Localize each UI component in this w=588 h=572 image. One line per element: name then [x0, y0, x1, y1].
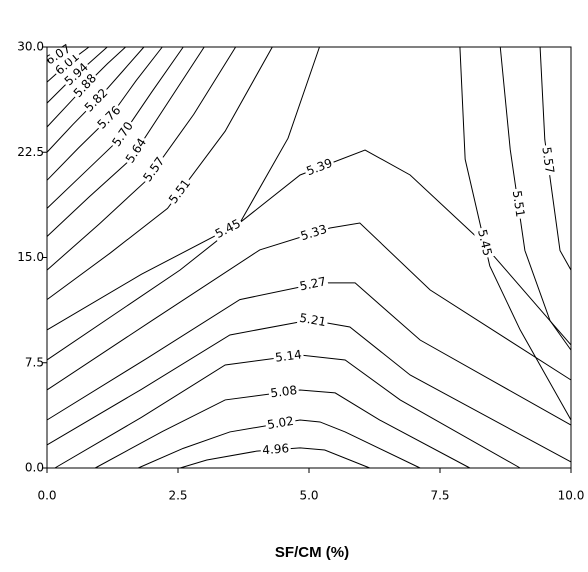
- contour-label-group: 4.96: [260, 440, 292, 459]
- contour-label-bg: [138, 152, 170, 187]
- x-tick-label: 5.0: [299, 489, 318, 503]
- contour-label: 5.02: [266, 414, 295, 432]
- contour-label-bg: [296, 309, 329, 331]
- x-axis-label: SF/CM (%): [275, 544, 349, 561]
- x-tick-label: 7.5: [430, 489, 449, 503]
- contour-label: 5.45: [475, 228, 495, 257]
- contour-label-group: 5.51: [508, 187, 529, 220]
- plot-frame: [46, 46, 572, 469]
- contour-line: [46, 222, 572, 391]
- contour-label-bg: [264, 412, 297, 434]
- contour-label-bg: [473, 226, 496, 260]
- contour-label-group: 5.33: [297, 220, 331, 246]
- contour-label-group: 5.21: [296, 309, 329, 331]
- contour-label-group: 5.57: [138, 152, 170, 187]
- contour-label: 5.08: [270, 383, 298, 400]
- contour-label-bg: [121, 133, 152, 168]
- contour-lines: [46, 46, 572, 469]
- x-tick-label: 0.0: [37, 489, 56, 503]
- contour-label-bg: [508, 187, 529, 220]
- contour-label: 5.14: [274, 347, 302, 364]
- contour-label-bg: [537, 144, 558, 177]
- contour-label-group: 5.27: [296, 273, 330, 296]
- contour-label-group: 5.45: [473, 226, 496, 260]
- contour-line: [137, 419, 421, 469]
- contour-label-bg: [107, 117, 139, 152]
- y-tick-label: 22.5: [17, 145, 44, 159]
- contour-label-bg: [302, 154, 337, 181]
- contour-line: [46, 282, 572, 426]
- contour-label-bg: [272, 346, 305, 367]
- contour-label-group: 5.02: [264, 412, 297, 434]
- contour-label-bg: [297, 220, 331, 246]
- x-tick-label: 10.0: [558, 489, 585, 503]
- contour-label: 5.57: [539, 146, 556, 174]
- x-tick-label: 2.5: [168, 489, 187, 503]
- contour-label-bg: [69, 69, 102, 103]
- contour-label-group: 5.39: [302, 154, 337, 181]
- contour-label-group: 5.14: [272, 346, 305, 367]
- contour-label-bg: [80, 84, 113, 117]
- contour-label: 5.21: [298, 311, 327, 329]
- contour-label-group: 5.57: [537, 144, 558, 177]
- contour-label-bg: [260, 440, 292, 459]
- contour-label-bg: [164, 174, 196, 209]
- contour-line: [539, 46, 572, 271]
- contour-line: [499, 46, 572, 351]
- contour-line: [46, 46, 273, 301]
- contour-label-group: 5.51: [164, 174, 196, 209]
- contour-label-group: 5.45: [211, 215, 246, 244]
- y-tick-label: 30.0: [17, 40, 44, 54]
- contour-line: [94, 389, 471, 469]
- y-tick-label: 7.5: [25, 355, 44, 369]
- contour-label-bg: [296, 273, 330, 296]
- contour-line: [459, 46, 572, 421]
- y-tick-label: 0.0: [25, 461, 44, 475]
- contour-label-bg: [267, 382, 300, 403]
- contour-labels: 4.96 5.02 5.08 5.14 5.21 5.27 5.33 5.39 5.45 5.45…: [41, 40, 558, 459]
- contour-label-bg: [93, 101, 126, 134]
- contour-label-bg: [50, 48, 85, 80]
- contour-label: 5.27: [298, 274, 327, 293]
- y-tick-label: 15.0: [17, 250, 44, 264]
- contour-label-group: 5.08: [267, 382, 300, 403]
- contour-label-bg: [60, 58, 94, 91]
- contour-label: 5.51: [510, 190, 528, 218]
- contour-label-bg: [211, 215, 246, 244]
- contour-label: 4.96: [262, 441, 290, 457]
